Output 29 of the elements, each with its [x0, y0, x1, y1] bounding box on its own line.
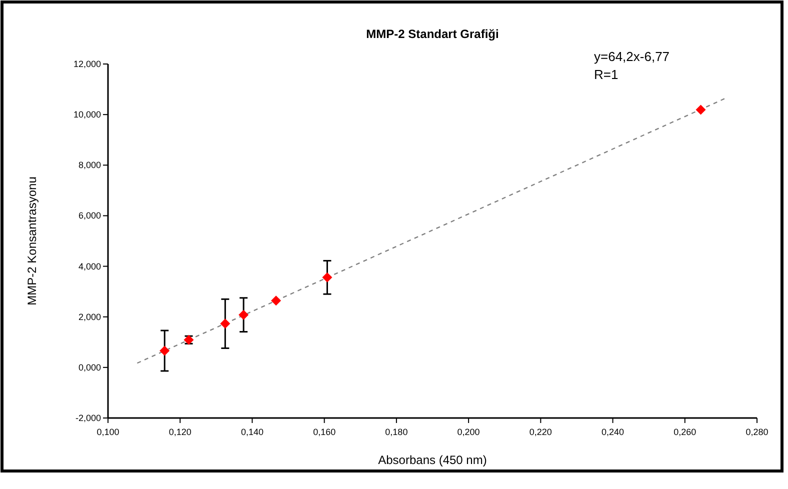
- y-axis-title: MMP-2 Konsantrasyonu: [25, 176, 39, 306]
- x-tick-label: 0,200: [457, 427, 480, 437]
- x-tick-label: 0,120: [168, 427, 192, 437]
- y-tick-label: 4,000: [78, 261, 101, 272]
- x-tick-label: 0,280: [746, 427, 768, 437]
- point: [271, 296, 282, 306]
- chart-title: MMP-2 Standart Grafiği: [366, 27, 499, 41]
- annotation: y=64,2x-6,77: [594, 49, 670, 64]
- point: [696, 104, 706, 115]
- x-tick-label: 0,260: [674, 427, 696, 437]
- point: [220, 318, 230, 329]
- y-tick-label: -2,000: [75, 413, 101, 423]
- x-tick-label: 0,240: [602, 427, 624, 437]
- x-tick-label: 0,140: [240, 427, 264, 437]
- x-tick-label: 0,160: [313, 427, 336, 437]
- y-tick-label: 0,000: [78, 362, 101, 372]
- y-tick-label: 6,000: [78, 210, 101, 221]
- y-tick-label: 8,000: [78, 160, 101, 170]
- x-axis-title: Absorbans (450 nm): [378, 453, 487, 467]
- annotation: R=1: [594, 67, 618, 82]
- x-tick-label: 0,220: [529, 427, 552, 437]
- y-tick-label: 2,000: [78, 312, 101, 322]
- point: [322, 272, 332, 282]
- y-tick-label: 10,000: [73, 110, 101, 120]
- point: [238, 310, 249, 320]
- x-tick-label: 0,180: [385, 427, 408, 437]
- y-tick-label: 12,000: [73, 59, 101, 69]
- point: [160, 346, 170, 356]
- x-tick-label: 0,100: [96, 427, 120, 437]
